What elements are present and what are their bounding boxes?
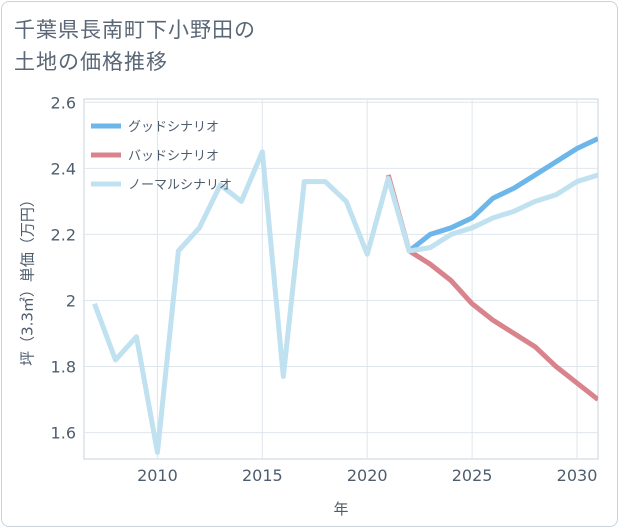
x-tick-labels: 2010 2015 2020 2025 2030 — [137, 466, 597, 485]
legend-label-bad-scenario: バッドシナリオ — [128, 149, 219, 164]
y-axis-title: 坪（3.3㎡）単価（万円） — [19, 192, 37, 366]
x-tick-label-2015: 2015 — [242, 466, 283, 485]
x-gridlines — [156, 99, 578, 459]
chart-title: 千葉県長南町下小野田の 土地の価格推移 — [14, 14, 256, 78]
series-line-bad-scenario — [385, 174, 598, 402]
x-tick-label-2010: 2010 — [137, 466, 178, 485]
y-tick-label-2.2: 2.2 — [51, 225, 76, 244]
legend-label-good-scenario: グッドシナリオ — [128, 120, 219, 135]
y-tick-label-1.8: 1.8 — [51, 358, 76, 377]
y-tick-label-2: 2 — [66, 291, 76, 310]
x-tick-label-2020: 2020 — [347, 466, 388, 485]
legend-item-bad-scenario[interactable]: バッドシナリオ — [91, 149, 219, 164]
series-line-good-scenario — [407, 136, 598, 253]
legend-item-normal-scenario[interactable]: ノーマルシナリオ — [91, 178, 232, 193]
y-tick-label-2.4: 2.4 — [51, 159, 76, 178]
x-axis-title: 年 — [333, 500, 348, 518]
legend-label-normal-scenario: ノーマルシナリオ — [128, 178, 232, 193]
legend-item-good-scenario[interactable]: グッドシナリオ — [91, 120, 219, 135]
plot-area — [83, 98, 599, 460]
x-tick-label-2030: 2030 — [557, 466, 598, 485]
y-gridlines — [84, 101, 598, 434]
chart-title-line-1: 千葉県長南町下小野田の — [14, 18, 256, 42]
y-tick-label-1.6: 1.6 — [51, 424, 76, 443]
y-tick-labels: 1.6 1.8 2 2.2 2.4 2.6 — [51, 93, 76, 442]
series-lines — [92, 136, 598, 455]
chart-title-line-2: 土地の価格推移 — [14, 50, 168, 74]
series-line-normal-scenario — [92, 149, 598, 455]
x-tick-label-2025: 2025 — [452, 466, 493, 485]
y-tick-label-2.6: 2.6 — [51, 93, 76, 112]
